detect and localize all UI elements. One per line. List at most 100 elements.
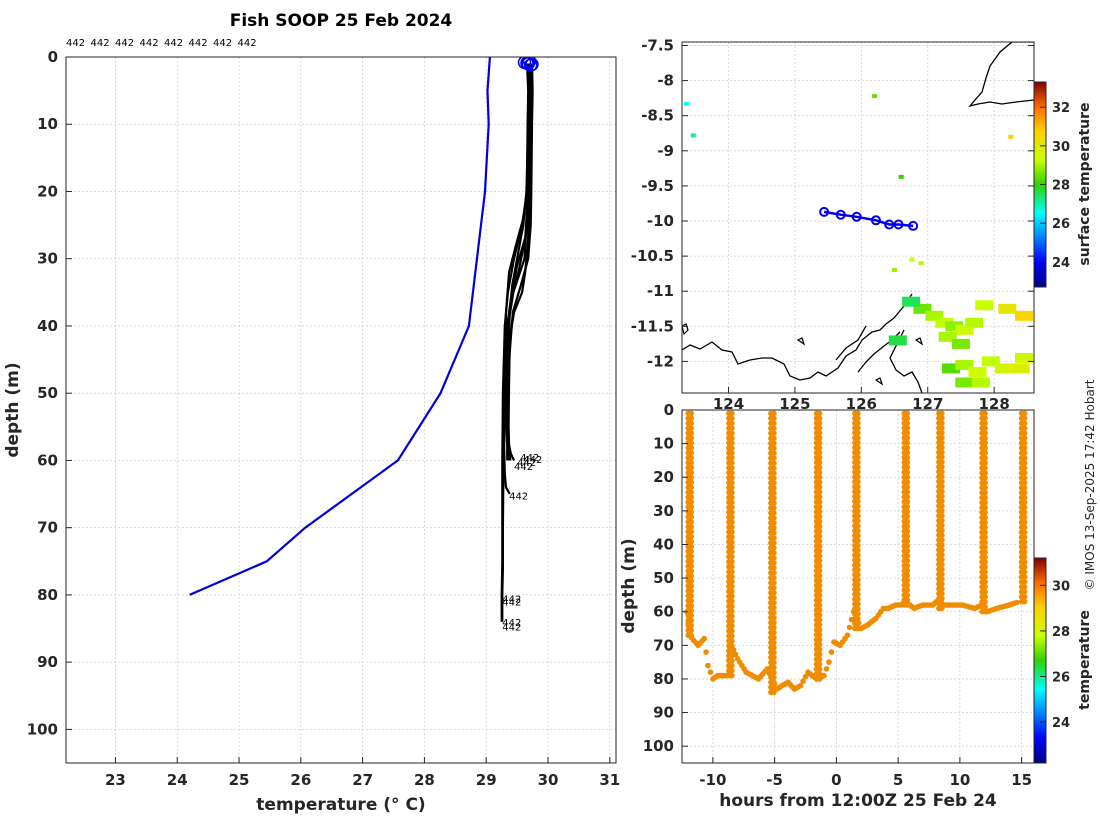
cast-sample-dot — [729, 465, 735, 471]
map-tick-label-y: -12 — [647, 352, 674, 370]
cast-sample-dot — [816, 676, 823, 682]
cast-sample-dot — [688, 494, 694, 501]
cast-sample-dot — [729, 598, 735, 605]
cast-sample-dot — [771, 495, 777, 501]
cast-sample-dot — [904, 454, 911, 461]
sst-pixel — [872, 94, 878, 99]
cast-sample-dot — [816, 494, 823, 500]
cast-sample-dot — [816, 415, 823, 422]
cast-sample-dot — [982, 494, 988, 501]
cast-sample-dot — [982, 480, 988, 486]
profile-line — [506, 63, 531, 461]
cast-sample-dot — [982, 534, 988, 541]
cast-sample-dot — [1021, 549, 1028, 555]
profile-top-labels: 442 442 442 442 442 442 442 442 — [66, 38, 257, 49]
sst-pixel — [684, 101, 690, 106]
cast-sample-dot — [1021, 475, 1028, 481]
timeseries-tick-label-x: 10 — [949, 771, 970, 789]
cast-sample-dot — [939, 420, 945, 426]
sst-pixel — [965, 317, 984, 328]
cast-sample-dot — [771, 440, 777, 447]
cast-sample-dot — [1021, 435, 1028, 441]
bottom-sample-dot — [707, 669, 714, 675]
cast-sample-dot — [939, 576, 945, 582]
cast-sample-dot — [904, 533, 911, 539]
cast-sample-dot — [729, 657, 735, 664]
cast-sample-dot — [939, 605, 945, 612]
cast-sample-dot — [688, 509, 694, 515]
cast-sample-dot — [688, 454, 694, 461]
cast-sample-dot — [816, 528, 823, 535]
cast-sample-dot — [855, 537, 861, 544]
cast-sample-dot — [904, 562, 911, 569]
cast-sample-dot — [982, 499, 988, 506]
cast-sample-dot — [855, 474, 861, 480]
profile-tick-label-y: 10 — [37, 115, 58, 133]
cast-sample-dot — [982, 539, 988, 546]
cast-sample-dot — [816, 622, 823, 628]
cast-sample-dot — [855, 430, 861, 436]
cast-sample-dot — [771, 570, 777, 576]
cast-sample-dot — [729, 593, 735, 600]
cast-sample-dot — [729, 588, 735, 595]
cast-sample-dot — [771, 654, 777, 661]
cast-sample-dot — [729, 603, 735, 610]
cast-sample-dot — [904, 553, 911, 559]
cast-sample-dot — [939, 517, 945, 524]
cast-sample-dot — [982, 604, 988, 610]
cast-sample-dot — [982, 425, 988, 432]
cast-sample-dot — [904, 582, 911, 589]
cast-sample-dot — [729, 410, 735, 417]
ship-track-station — [870, 215, 881, 226]
cast-sample-dot — [771, 624, 777, 631]
profile-axes-background — [66, 57, 616, 763]
cast-sample-dot — [729, 489, 735, 496]
cast-sample-dot — [771, 515, 777, 521]
cast-sample-dot — [1021, 479, 1028, 486]
cast-sample-dot — [729, 420, 735, 427]
profile-tick-label-y: 50 — [37, 384, 58, 402]
cast-sample-dot — [688, 435, 694, 441]
cast-sample-dot — [729, 494, 735, 501]
sst-pixel — [935, 317, 954, 328]
cast-sample-dot — [816, 548, 823, 554]
cast-sample-dot — [855, 601, 861, 607]
map-tick-label-y: -11 — [647, 282, 674, 300]
cast-sample-dot — [982, 410, 988, 417]
cast-sample-dot — [816, 646, 823, 653]
timeseries-tick-label-x: 0 — [831, 771, 841, 789]
cast-sample-dot — [729, 529, 735, 535]
sst-pixel — [998, 303, 1017, 314]
cast-sample-dot — [982, 435, 988, 442]
figure-title: Fish SOOP 25 Feb 2024 — [230, 11, 453, 31]
map-colorbar-tick-label: 30 — [1052, 140, 1070, 155]
timeseries-tick-label-y: 20 — [653, 468, 674, 486]
cast-sample-dot — [688, 410, 694, 417]
cast-sample-dot — [771, 420, 777, 427]
cast-sample-dot — [816, 558, 823, 564]
sst-pixel — [968, 366, 987, 377]
profile-tick-label-x: 26 — [290, 771, 311, 789]
cast-sample-dot — [939, 430, 945, 436]
sst-pixel — [913, 303, 932, 314]
cast-sample-dot — [816, 661, 823, 667]
cast-sample-dot — [982, 554, 988, 560]
cast-sample-dot — [688, 553, 694, 560]
bottom-sample-dot — [703, 649, 709, 655]
cast-sample-dot — [904, 469, 911, 476]
cast-sample-dot — [688, 568, 694, 574]
cast-sample-dot — [816, 631, 823, 638]
cast-sample-dot — [855, 493, 861, 500]
cast-sample-dot — [939, 434, 945, 441]
sst-pixel — [945, 321, 964, 332]
cast-sample-dot — [771, 480, 777, 486]
timeseries-tick-label-y: 50 — [653, 569, 674, 587]
cast-sample-dot — [771, 629, 777, 636]
cast-sample-dot — [855, 459, 861, 466]
cast-sample-dot — [729, 662, 735, 669]
profile-tick-label-x: 29 — [476, 771, 497, 789]
cast-sample-dot — [771, 410, 777, 417]
cast-sample-dot — [729, 519, 735, 525]
cast-sample-dot — [771, 565, 777, 571]
cast-sample-dot — [729, 534, 735, 540]
